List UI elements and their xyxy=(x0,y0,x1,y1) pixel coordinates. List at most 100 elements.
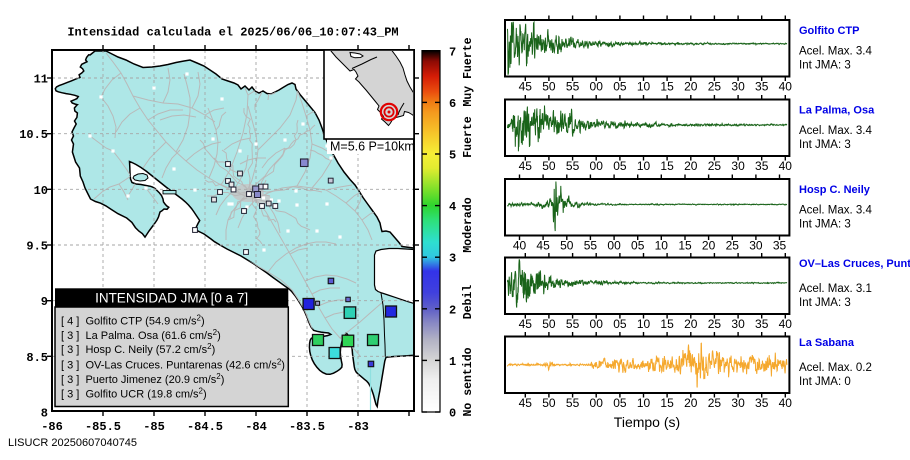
svg-text:INTENSIDAD JMA [0 a 7]: INTENSIDAD JMA [0 a 7] xyxy=(95,291,248,306)
svg-text:-83: -83 xyxy=(347,420,369,434)
svg-text:30: 30 xyxy=(731,159,745,173)
svg-text:Acel. Max. 3.4: Acel. Max. 3.4 xyxy=(799,125,872,137)
svg-text:Golfito CTP: Golfito CTP xyxy=(799,25,860,37)
svg-text:50: 50 xyxy=(542,79,556,93)
svg-text:LISUCR 20250607040745: LISUCR 20250607040745 xyxy=(8,437,137,449)
svg-text:25: 25 xyxy=(708,159,722,173)
svg-text:[ 3 ] OV-Las Cruces. Puntaren: [ 3 ] OV-Las Cruces. Puntarenas (42.6 cm… xyxy=(61,358,285,372)
svg-text:[ 4 ] Golfito CTP (54.9 cm/s2: [ 4 ] Golfito CTP (54.9 cm/s2) xyxy=(61,314,205,328)
svg-text:Int JMA: 0: Int JMA: 0 xyxy=(799,376,851,388)
svg-text:05: 05 xyxy=(613,317,627,331)
svg-text:Intensidad calculada el 2025/0: Intensidad calculada el 2025/06/06_10:07… xyxy=(67,26,398,40)
svg-text:-84: -84 xyxy=(245,420,267,434)
svg-text:Fuerte: Fuerte xyxy=(462,116,475,158)
svg-text:15: 15 xyxy=(660,317,674,331)
svg-text:9.5: 9.5 xyxy=(26,240,48,254)
svg-text:40: 40 xyxy=(779,396,793,410)
svg-text:35: 35 xyxy=(755,79,769,93)
svg-text:30: 30 xyxy=(731,317,745,331)
svg-text:15: 15 xyxy=(678,238,692,252)
svg-text:45: 45 xyxy=(536,238,550,252)
svg-text:10: 10 xyxy=(655,238,669,252)
svg-text:20: 20 xyxy=(684,79,698,93)
svg-text:No sentido: No sentido xyxy=(462,347,475,416)
svg-text:1: 1 xyxy=(449,355,456,369)
svg-text:Acel. Max. 3.4: Acel. Max. 3.4 xyxy=(799,205,872,217)
svg-text:20: 20 xyxy=(684,396,698,410)
svg-text:10: 10 xyxy=(637,396,651,410)
svg-text:25: 25 xyxy=(708,79,722,93)
svg-text:45: 45 xyxy=(519,79,533,93)
svg-text:2: 2 xyxy=(449,303,456,317)
svg-text:Int JMA: 3: Int JMA: 3 xyxy=(799,219,851,231)
svg-text:50: 50 xyxy=(542,159,556,173)
svg-text:05: 05 xyxy=(631,238,645,252)
svg-text:15: 15 xyxy=(660,159,674,173)
svg-text:Acel. Max. 3.1: Acel. Max. 3.1 xyxy=(799,283,872,295)
svg-text:30: 30 xyxy=(749,238,763,252)
svg-text:40: 40 xyxy=(779,317,793,331)
svg-text:[ 3 ] La Palma. Osa (61.6 cm/: [ 3 ] La Palma. Osa (61.6 cm/s2) xyxy=(61,328,221,342)
svg-text:Debil: Debil xyxy=(462,285,475,320)
svg-text:Hosp C. Neily: Hosp C. Neily xyxy=(799,184,871,196)
svg-text:11: 11 xyxy=(34,73,48,87)
svg-text:40: 40 xyxy=(513,238,527,252)
svg-text:-85: -85 xyxy=(143,420,165,434)
svg-text:10: 10 xyxy=(637,79,651,93)
svg-text:30: 30 xyxy=(731,396,745,410)
svg-text:Tiempo (s): Tiempo (s) xyxy=(614,414,680,430)
svg-text:50: 50 xyxy=(542,396,556,410)
svg-text:35: 35 xyxy=(773,238,787,252)
svg-text:25: 25 xyxy=(708,396,722,410)
svg-text:10.5: 10.5 xyxy=(19,128,48,142)
svg-text:25: 25 xyxy=(726,238,740,252)
svg-text:55: 55 xyxy=(566,79,580,93)
svg-text:La Sabana: La Sabana xyxy=(799,337,855,349)
svg-text:00: 00 xyxy=(590,79,604,93)
svg-text:4: 4 xyxy=(449,200,456,214)
svg-text:[ 3 ] Golfito UCR (19.8 cm/s2: [ 3 ] Golfito UCR (19.8 cm/s2) xyxy=(61,387,207,401)
svg-text:3: 3 xyxy=(449,252,456,266)
svg-text:05: 05 xyxy=(613,159,627,173)
svg-text:00: 00 xyxy=(590,317,604,331)
svg-text:OV–Las Cruces, Puntarenas: OV–Las Cruces, Puntarenas xyxy=(799,258,910,270)
svg-text:0: 0 xyxy=(449,407,456,421)
svg-text:20: 20 xyxy=(684,159,698,173)
svg-text:40: 40 xyxy=(779,159,793,173)
svg-text:20: 20 xyxy=(684,317,698,331)
svg-text:25: 25 xyxy=(708,317,722,331)
svg-text:-86: -86 xyxy=(41,420,63,434)
svg-text:55: 55 xyxy=(566,317,580,331)
svg-text:Acel. Max. 3.4: Acel. Max. 3.4 xyxy=(799,46,872,58)
svg-text:Muy Fuerte: Muy Fuerte xyxy=(462,37,475,106)
svg-text:15: 15 xyxy=(660,79,674,93)
svg-text:10: 10 xyxy=(637,317,651,331)
svg-text:55: 55 xyxy=(566,396,580,410)
svg-text:00: 00 xyxy=(607,238,621,252)
svg-text:35: 35 xyxy=(755,317,769,331)
svg-text:00: 00 xyxy=(590,396,604,410)
svg-text:-84.5: -84.5 xyxy=(187,420,223,434)
svg-text:8: 8 xyxy=(41,407,48,421)
svg-text:5: 5 xyxy=(449,149,456,163)
svg-text:-83.5: -83.5 xyxy=(289,420,325,434)
svg-text:6: 6 xyxy=(449,97,456,111)
svg-text:La Palma, Osa: La Palma, Osa xyxy=(799,105,875,117)
svg-text:45: 45 xyxy=(519,396,533,410)
svg-text:Acel. Max. 0.2: Acel. Max. 0.2 xyxy=(799,362,872,374)
svg-text:55: 55 xyxy=(584,238,598,252)
svg-text:9: 9 xyxy=(41,295,48,309)
svg-text:-85.5: -85.5 xyxy=(85,420,121,434)
svg-text:15: 15 xyxy=(660,396,674,410)
svg-text:10: 10 xyxy=(637,159,651,173)
svg-text:30: 30 xyxy=(731,79,745,93)
svg-text:05: 05 xyxy=(613,396,627,410)
svg-text:[ 3 ] Puerto Jimenez (20.9 cm: [ 3 ] Puerto Jimenez (20.9 cm/s2) xyxy=(61,372,224,386)
svg-text:40: 40 xyxy=(779,79,793,93)
svg-text:8.5: 8.5 xyxy=(26,351,48,365)
svg-text:00: 00 xyxy=(590,159,604,173)
svg-text:45: 45 xyxy=(519,317,533,331)
svg-text:Int JMA: 3: Int JMA: 3 xyxy=(799,60,851,72)
svg-text:35: 35 xyxy=(755,159,769,173)
svg-text:Int JMA: 3: Int JMA: 3 xyxy=(799,139,851,151)
